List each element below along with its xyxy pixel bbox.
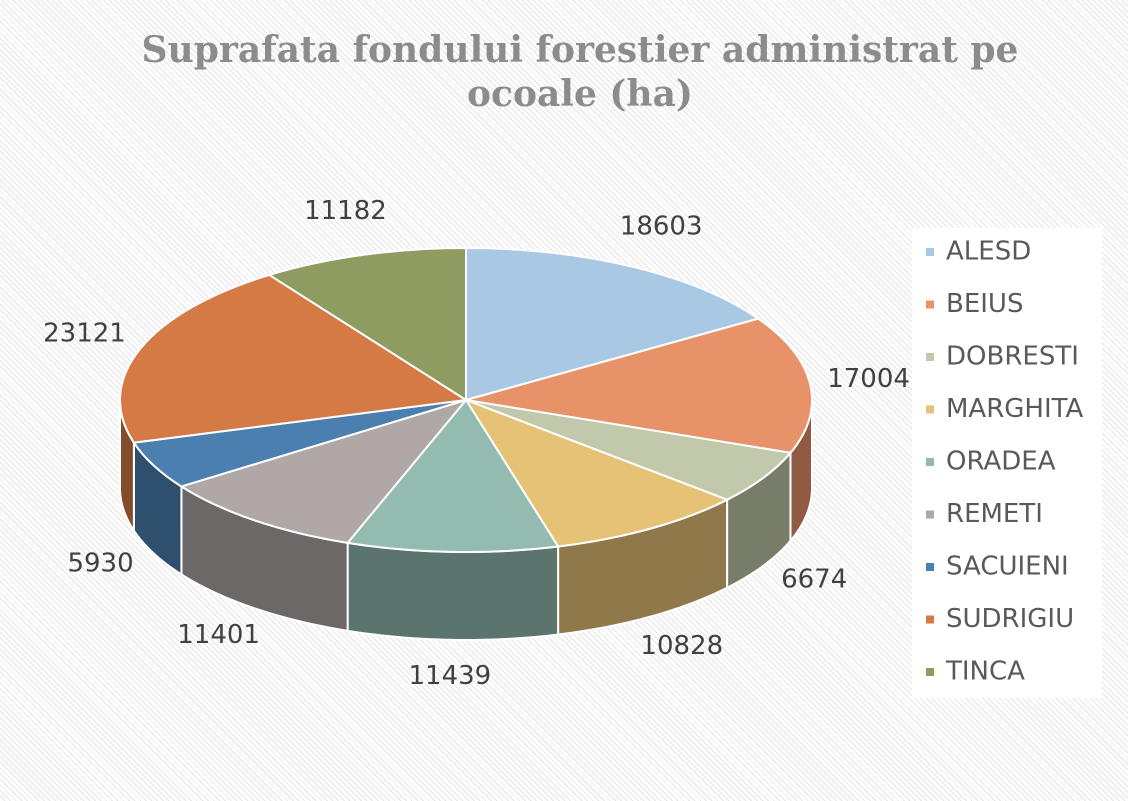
legend-label: ALESD	[946, 237, 1031, 267]
legend-marker	[926, 615, 934, 624]
data-label: 17004	[827, 364, 910, 394]
pie-slice	[465, 246, 761, 402]
legend-label: SACUIENI	[946, 552, 1069, 582]
legend-marker	[926, 248, 934, 256]
legend-marker	[926, 405, 934, 414]
legend-marker	[926, 458, 934, 466]
legend-label: DOBRESTI	[946, 342, 1079, 372]
data-label: 11182	[304, 196, 387, 226]
pie-slice	[179, 398, 469, 544]
data-label: 11401	[177, 620, 260, 650]
legend-marker	[926, 300, 934, 309]
legend-label: REMETI	[946, 499, 1043, 529]
legend-label: TINCA	[945, 657, 1025, 687]
legend-marker	[926, 668, 934, 676]
pie-slice	[119, 273, 469, 444]
legend-label: BEIUS	[946, 289, 1023, 319]
legend-box	[912, 228, 1102, 698]
data-label: 18603	[620, 211, 703, 241]
pie-slice	[266, 246, 467, 402]
legend-label: MARGHITA	[946, 394, 1084, 424]
legend-marker	[926, 563, 934, 571]
data-label: 6674	[781, 564, 847, 594]
data-label: 10828	[640, 631, 723, 661]
legend-label: ORADEA	[946, 447, 1056, 477]
pie-slice	[345, 398, 560, 553]
legend-marker	[926, 353, 934, 361]
data-label: 23121	[43, 318, 126, 348]
pie-slice	[465, 317, 813, 454]
chart-title: Suprafata fondului forestier administrat…	[141, 29, 1019, 115]
pie-slice	[463, 397, 730, 548]
pie-slice-side	[346, 541, 560, 641]
legend-marker	[926, 510, 934, 519]
data-label: 5930	[67, 549, 133, 579]
legend-label: SUDRIGIU	[946, 604, 1074, 634]
data-label: 11439	[408, 661, 491, 691]
pie-slice	[465, 399, 793, 501]
